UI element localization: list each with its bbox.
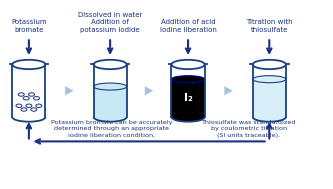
Bar bbox=[12, 64, 46, 117]
Text: Potassium bromate can be accurately
determined through an appropriate
iodine lib: Potassium bromate can be accurately dete… bbox=[51, 120, 172, 138]
Ellipse shape bbox=[94, 83, 127, 90]
Ellipse shape bbox=[12, 60, 46, 69]
Text: Potassium
bromate: Potassium bromate bbox=[11, 19, 47, 33]
Bar bbox=[171, 79, 205, 117]
Circle shape bbox=[23, 97, 29, 100]
Ellipse shape bbox=[253, 112, 286, 122]
Polygon shape bbox=[224, 86, 233, 96]
Ellipse shape bbox=[12, 112, 46, 122]
Circle shape bbox=[29, 93, 35, 96]
Text: I₂: I₂ bbox=[183, 93, 192, 103]
Circle shape bbox=[18, 93, 24, 96]
Bar bbox=[253, 64, 286, 79]
Text: Addition of acid
Iodine liberation: Addition of acid Iodine liberation bbox=[160, 19, 216, 33]
Bar bbox=[253, 79, 286, 117]
Text: Thiosulfate was standardized
by coulometric titration
(SI units traceable).: Thiosulfate was standardized by coulomet… bbox=[201, 120, 296, 138]
Ellipse shape bbox=[94, 112, 127, 122]
Bar bbox=[94, 64, 127, 87]
Circle shape bbox=[26, 104, 32, 107]
Ellipse shape bbox=[94, 60, 127, 69]
Polygon shape bbox=[65, 86, 74, 96]
Ellipse shape bbox=[171, 60, 205, 69]
Bar bbox=[171, 64, 205, 79]
Bar bbox=[94, 87, 127, 117]
Polygon shape bbox=[145, 86, 154, 96]
Text: Titration with
thiosulfate: Titration with thiosulfate bbox=[246, 19, 293, 33]
Ellipse shape bbox=[171, 76, 205, 83]
Circle shape bbox=[31, 108, 37, 111]
Circle shape bbox=[16, 104, 22, 107]
Text: Dissolved in water
Addition of
potassium iodide: Dissolved in water Addition of potassium… bbox=[78, 12, 142, 33]
Ellipse shape bbox=[253, 60, 286, 69]
Circle shape bbox=[34, 97, 40, 100]
Circle shape bbox=[21, 108, 27, 111]
Ellipse shape bbox=[253, 76, 286, 83]
Ellipse shape bbox=[171, 112, 205, 122]
Circle shape bbox=[36, 104, 42, 107]
